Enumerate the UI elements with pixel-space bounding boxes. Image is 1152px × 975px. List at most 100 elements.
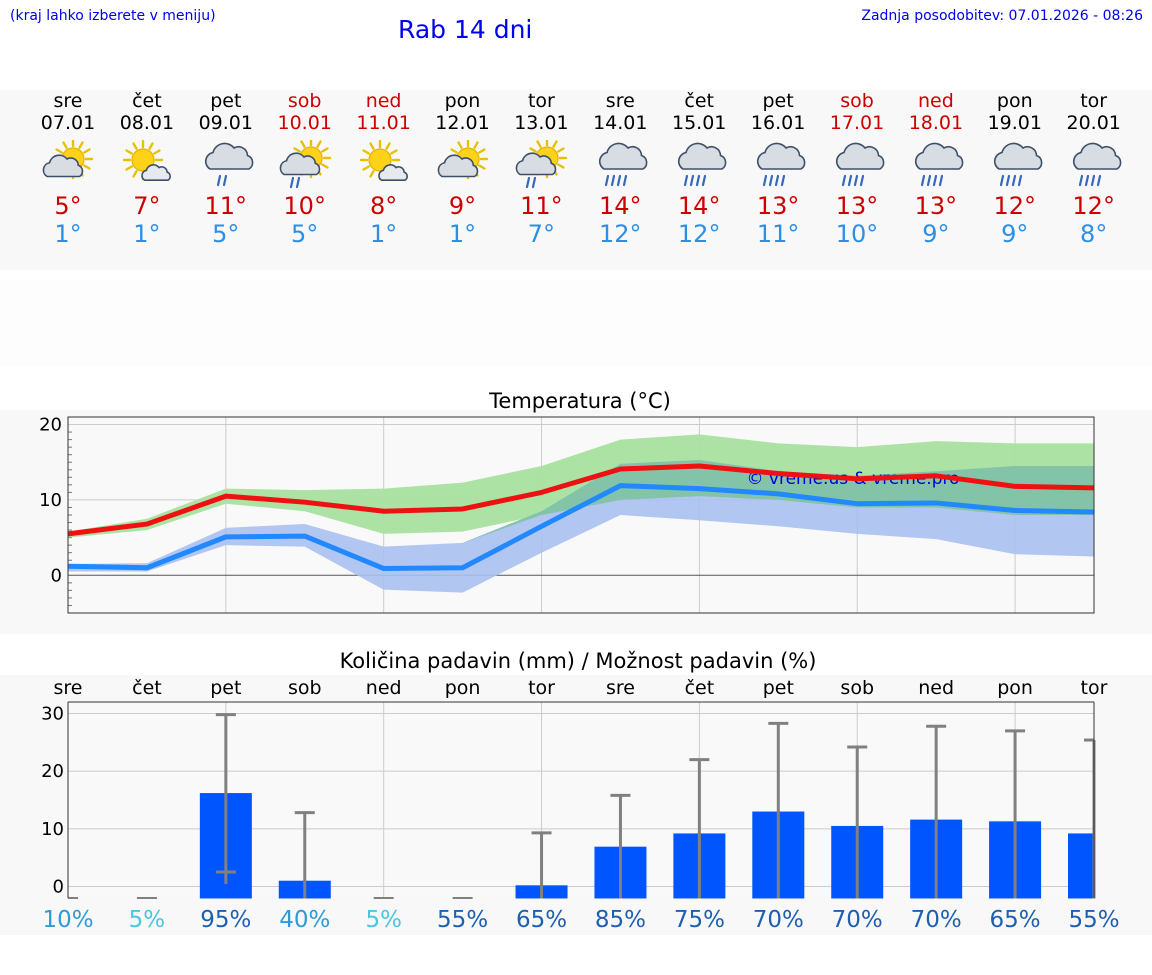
probability-label: 5%: [129, 907, 166, 933]
day-name: sre: [605, 90, 635, 112]
probability-label: 65%: [516, 907, 567, 933]
y-tick-label: 30: [41, 704, 64, 725]
y-tick-label: 20: [39, 415, 62, 436]
temp-max: 7°: [133, 192, 161, 220]
day-label: čet: [132, 677, 162, 699]
probability-label: 40%: [279, 907, 330, 933]
day-label: sre: [54, 677, 83, 699]
sun-cloud-icon: [437, 140, 488, 180]
spacer-band: [0, 280, 1152, 366]
day-column: pet 09.01 11° 5°: [186, 90, 266, 248]
day-date: 20.01: [1066, 112, 1121, 134]
temp-max: 10°: [283, 192, 326, 220]
day-name: tor: [527, 90, 555, 112]
day-column: pon 12.01 9° 1°: [423, 90, 503, 248]
temp-max: 11°: [520, 192, 563, 220]
day-date: 12.01: [435, 112, 490, 134]
y-tick-label: 0: [53, 876, 64, 897]
day-date: 14.01: [593, 112, 648, 134]
cloud-heavy-rain-icon: [757, 142, 806, 187]
day-label: ned: [918, 677, 954, 699]
day-name: tor: [1080, 90, 1108, 112]
cloud-heavy-rain-icon: [1072, 142, 1122, 187]
temp-max: 13°: [835, 192, 879, 220]
cloud-rain-icon: [204, 142, 254, 187]
day-name: čet: [684, 90, 714, 112]
probability-label: 95%: [200, 907, 251, 933]
probability-label: 85%: [595, 907, 646, 933]
probability-label: 70%: [753, 907, 804, 933]
temperature-chart-title: Temperatura (°C): [488, 389, 671, 413]
cloud-heavy-rain-icon: [599, 142, 648, 187]
sun-small-cloud-icon: [122, 140, 171, 181]
temp-min: 1°: [54, 220, 82, 248]
temp-max: 14°: [599, 192, 642, 220]
day-name: sob: [287, 90, 322, 112]
temp-min: 5°: [212, 220, 240, 248]
temp-min: 7°: [527, 220, 556, 248]
day-date: 16.01: [750, 112, 806, 134]
temp-max: 12°: [993, 192, 1037, 220]
day-name: pon: [996, 90, 1033, 112]
temp-max: 14°: [677, 192, 721, 220]
temp-max: 11°: [204, 192, 248, 220]
temp-min: 9°: [922, 220, 950, 248]
day-label: pon: [997, 677, 1033, 699]
day-date: 17.01: [829, 112, 885, 134]
temp-max: 12°: [1072, 192, 1115, 220]
day-date: 07.01: [40, 112, 96, 134]
y-tick-label: 0: [51, 565, 62, 586]
day-column: sre 14.01 14° 12°: [580, 90, 660, 248]
min-temperature-line: [67, 483, 1095, 572]
temp-min: 1°: [133, 220, 161, 248]
day-label: sob: [288, 677, 322, 699]
day-date: 15.01: [671, 112, 727, 134]
day-column: sre 07.01 5° 1°: [28, 90, 108, 248]
day-label: pon: [445, 677, 481, 699]
day-column: sob 17.01 13° 10°: [817, 90, 897, 248]
temp-min: 11°: [756, 220, 800, 248]
day-label: ned: [366, 677, 402, 699]
day-label: tor: [528, 677, 555, 699]
temp-min: 1°: [448, 220, 477, 248]
temp-min: 10°: [835, 220, 879, 248]
forecast-band: [0, 90, 1152, 270]
temp-max: 13°: [914, 192, 958, 220]
day-date: 19.01: [987, 112, 1042, 134]
day-name: ned: [365, 90, 402, 112]
temp-max: 8°: [369, 192, 398, 220]
cloud-heavy-rain-icon: [914, 142, 964, 187]
day-label: sre: [606, 677, 635, 699]
day-name: sre: [53, 90, 83, 112]
temp-min: 5°: [291, 220, 319, 248]
sun-cloud-rain-icon: [516, 140, 568, 189]
day-label: sob: [840, 677, 874, 699]
cloud-heavy-rain-icon: [993, 142, 1043, 187]
probability-label: 70%: [832, 907, 883, 933]
day-column: pon 19.01 12° 9°: [975, 90, 1055, 248]
probability-label: 10%: [42, 907, 93, 933]
probability-label: 55%: [437, 907, 488, 933]
day-name: pon: [444, 90, 481, 112]
probability-label: 55%: [1068, 907, 1119, 933]
day-date: 08.01: [119, 112, 175, 134]
max-temperature-line: [67, 463, 1095, 537]
precipitation-chart-title: Količina padavin (mm) / Možnost padavin …: [340, 649, 817, 673]
precipitation-chart: Količina padavin (mm) / Možnost padavin …: [41, 649, 1119, 933]
day-name: pet: [210, 90, 242, 112]
day-date: 13.01: [514, 112, 569, 134]
temp-max: 5°: [54, 192, 82, 220]
y-tick-label: 20: [41, 761, 64, 782]
precip-bar: [1068, 833, 1094, 899]
temp-min: 12°: [599, 220, 642, 248]
day-column: pet 16.01 13° 11°: [738, 90, 818, 248]
day-date: 11.01: [356, 112, 411, 134]
day-label: tor: [1081, 677, 1108, 699]
probability-label: 5%: [365, 907, 402, 933]
day-label: pet: [763, 677, 794, 699]
day-date: 09.01: [198, 112, 253, 134]
day-column: tor 13.01 11° 7°: [501, 90, 581, 248]
page-title: Rab 14 dni: [398, 15, 533, 44]
temp-min: 1°: [369, 220, 398, 248]
